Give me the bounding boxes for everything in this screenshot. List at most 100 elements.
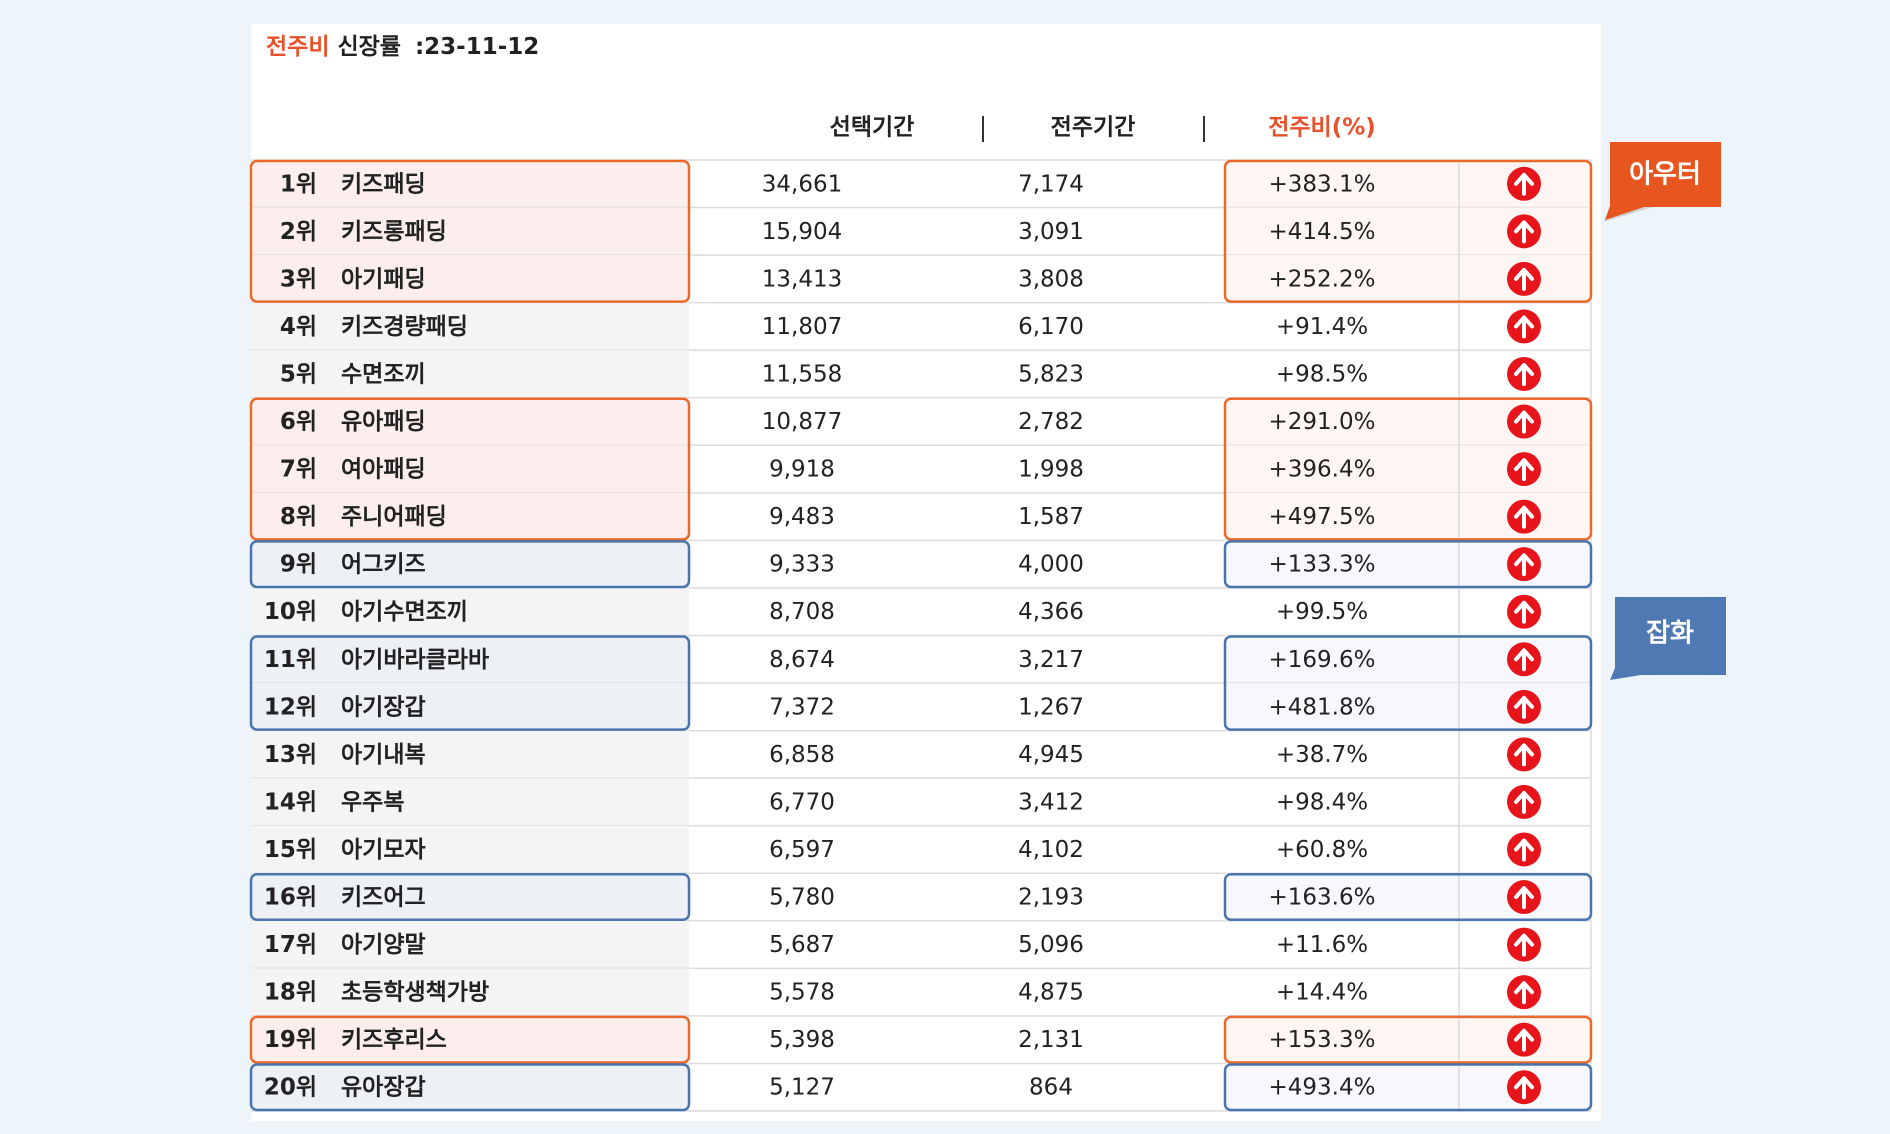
group-box <box>1223 1015 1593 1064</box>
row-label-bg <box>251 968 689 1016</box>
keyword: 아기내복 <box>341 742 426 768</box>
rank: 6위 <box>280 409 317 435</box>
icon-arrow <box>1514 458 1534 482</box>
icon-arrow <box>1514 1076 1534 1100</box>
previous-period: 1,998 <box>1018 457 1084 483</box>
selected-period: 10,877 <box>762 409 842 435</box>
selected-period: 5,398 <box>769 1027 835 1053</box>
previous-period: 3,091 <box>1018 219 1084 245</box>
row-label-bg <box>251 350 689 398</box>
icon-arrow <box>1514 933 1534 957</box>
week-change: +163.6% <box>1269 885 1376 911</box>
callout: 잡화 <box>1646 619 1694 649</box>
keyword: 주니어패딩 <box>341 504 447 530</box>
row-label-bg <box>251 397 689 446</box>
title-highlight: 전주비 <box>266 34 329 60</box>
row-label-bg <box>251 445 689 493</box>
week-change: +252.2% <box>1269 266 1376 292</box>
previous-period: 5,823 <box>1018 361 1084 387</box>
group-box <box>249 540 691 589</box>
week-change: +493.4% <box>1269 1075 1376 1101</box>
icon-arrow <box>1514 600 1534 624</box>
up-icon <box>1507 404 1541 439</box>
up-icon <box>1507 784 1541 819</box>
selected-period: 7,372 <box>769 694 835 720</box>
selected-period: 34,661 <box>762 171 842 197</box>
row-label-bg <box>251 160 689 208</box>
selected-period: 5,578 <box>769 980 835 1006</box>
week-change: +60.8% <box>1276 837 1368 863</box>
week-change: +396.4% <box>1269 457 1376 483</box>
keyword: 아기모자 <box>341 837 426 863</box>
previous-period: 4,875 <box>1018 980 1084 1006</box>
previous-period: 7,174 <box>1018 171 1084 197</box>
group-box <box>1223 397 1593 541</box>
up-icon <box>1507 594 1541 629</box>
selected-period: 8,674 <box>769 647 835 673</box>
icon-arrow <box>1514 220 1534 244</box>
selected-period: 11,807 <box>762 314 842 340</box>
rank: 19위 <box>264 1027 317 1053</box>
column-header: 전주기간 <box>1051 115 1136 141</box>
week-change: +38.7% <box>1276 742 1368 768</box>
row-label-bg <box>251 730 689 779</box>
rank: 10위 <box>264 599 317 625</box>
row-label-bg <box>251 302 689 351</box>
backgrounds <box>251 159 1592 1112</box>
table: 1위 키즈패딩 34,661 7,174 +383.1% 2위 키즈롱패딩 15,904 3,0… <box>249 159 1593 1112</box>
row-label-bg <box>251 873 689 921</box>
selected-period: 6,858 <box>769 742 835 768</box>
rank: 7위 <box>280 457 317 483</box>
row-label-bg <box>251 587 689 636</box>
previous-period: 1,587 <box>1018 504 1084 530</box>
row-label-bg <box>251 492 689 541</box>
icon-arrow <box>1514 838 1534 862</box>
up-icon <box>1507 356 1541 391</box>
group-box <box>249 397 691 541</box>
week-change: +99.5% <box>1276 599 1368 625</box>
group-box <box>1223 873 1593 922</box>
keyword: 키즈경량패딩 <box>341 314 468 340</box>
up-icon <box>1507 642 1541 677</box>
row-label-bg <box>251 255 689 303</box>
up-icon <box>1507 832 1541 867</box>
up-icon <box>1507 261 1541 296</box>
icon-arrow <box>1514 410 1534 434</box>
week-change: +98.5% <box>1276 361 1368 387</box>
previous-period: 3,808 <box>1018 266 1084 292</box>
row-label-bg <box>251 540 689 588</box>
rank: 1위 <box>280 171 317 197</box>
selected-period: 8,708 <box>769 599 835 625</box>
rank: 4위 <box>280 314 317 340</box>
rank: 12위 <box>264 694 317 720</box>
week-change: +169.6% <box>1269 647 1376 673</box>
rank: 13위 <box>264 742 317 768</box>
week-change: +481.8% <box>1269 694 1376 720</box>
previous-period: 3,412 <box>1018 789 1084 815</box>
previous-period: 2,193 <box>1018 885 1084 911</box>
up-icon <box>1507 499 1541 534</box>
icon-arrow <box>1514 981 1534 1005</box>
rank: 14위 <box>264 789 317 815</box>
rank: 16위 <box>264 885 317 911</box>
keyword: 우주복 <box>341 789 404 815</box>
up-icon <box>1507 452 1541 487</box>
up-icon <box>1507 689 1541 724</box>
selected-period: 9,333 <box>769 552 835 578</box>
keyword: 키즈후리스 <box>341 1027 447 1053</box>
previous-period: 4,945 <box>1018 742 1084 768</box>
rank: 5위 <box>280 361 317 387</box>
icon-arrow <box>1514 505 1534 529</box>
keyword: 아기장갑 <box>341 694 426 720</box>
selected-period: 6,597 <box>769 837 835 863</box>
title-label: 신장률 <box>337 34 400 60</box>
week-change: +133.3% <box>1269 552 1376 578</box>
row-label-bg <box>251 683 689 731</box>
week-change: +497.5% <box>1269 504 1376 530</box>
previous-period: 5,096 <box>1018 932 1084 958</box>
icon-arrow <box>1514 886 1534 910</box>
column-header: 전주비(%) <box>1268 115 1376 141</box>
keyword: 아기바라클라바 <box>341 647 489 673</box>
keyword: 키즈롱패딩 <box>341 219 447 245</box>
